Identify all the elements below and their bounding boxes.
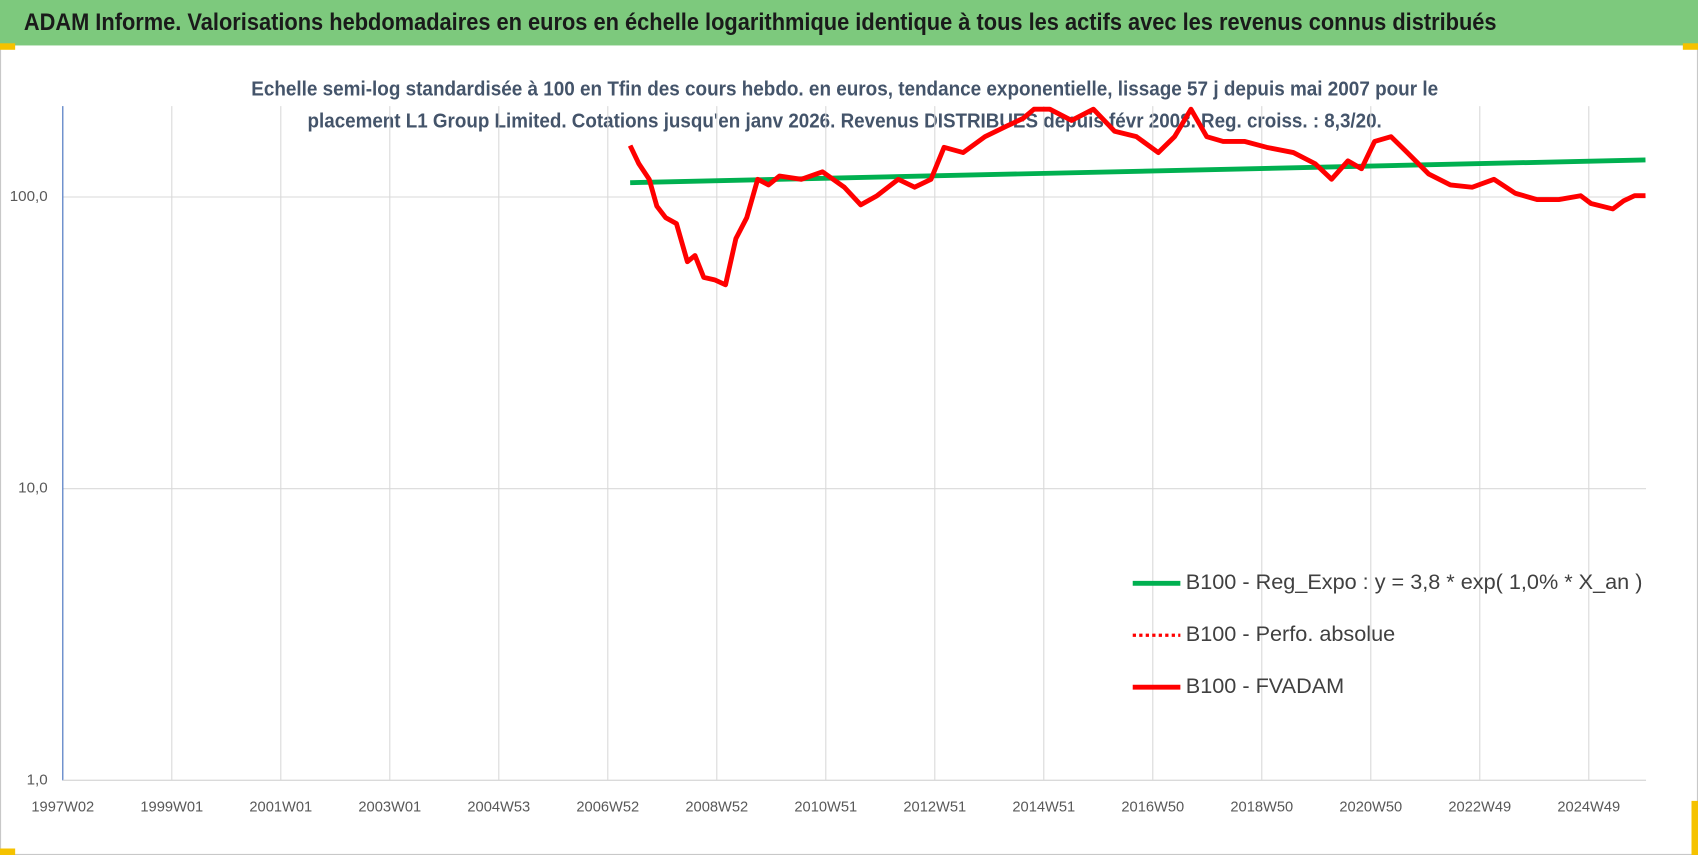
title-bar xyxy=(0,0,1698,46)
x-tick-label: 2003W01 xyxy=(358,798,421,815)
x-tick-label: 2016W50 xyxy=(1121,798,1184,815)
x-tick-label: 2004W53 xyxy=(467,798,530,815)
x-tick-label: 2014W51 xyxy=(1012,798,1075,815)
chart-subtitle: placement L1 Group Limited. Cotations ju… xyxy=(308,110,1382,133)
x-tick-label: 1999W01 xyxy=(140,798,203,815)
y-tick-label: 100,0 xyxy=(10,188,48,205)
x-tick-label: 2006W52 xyxy=(576,798,639,815)
x-tick-label: 2010W51 xyxy=(794,798,857,815)
legend-label: B100 - Reg_Expo : y = 3,8 * exp( 1,0% * … xyxy=(1186,569,1643,594)
corner-mark xyxy=(1691,800,1698,855)
x-tick-label: 2024W49 xyxy=(1557,798,1620,815)
y-tick-label: 10,0 xyxy=(18,480,47,497)
page-title: ADAM Informe. Valorisations hebdomadaire… xyxy=(24,9,1497,36)
x-tick-label: 2018W50 xyxy=(1230,798,1293,815)
y-tick-label: 1,0 xyxy=(27,771,48,788)
series-line xyxy=(627,106,1646,288)
x-tick-label: 2012W51 xyxy=(903,798,966,815)
corner-mark xyxy=(0,43,16,50)
corner-mark xyxy=(0,848,16,855)
x-tick-label: 2001W01 xyxy=(249,798,312,815)
corner-mark xyxy=(1682,43,1698,50)
x-tick-label: 1997W02 xyxy=(31,798,94,815)
legend-label: B100 - Perfo. absolue xyxy=(1186,621,1395,646)
x-tick-label: 2008W52 xyxy=(685,798,748,815)
x-tick-label: 2022W49 xyxy=(1448,798,1511,815)
x-tick-label: 2020W50 xyxy=(1339,798,1402,815)
chart-subtitle: Echelle semi-log standardisée à 100 en T… xyxy=(251,77,1438,100)
legend-label: B100 - FVADAM xyxy=(1186,673,1344,698)
